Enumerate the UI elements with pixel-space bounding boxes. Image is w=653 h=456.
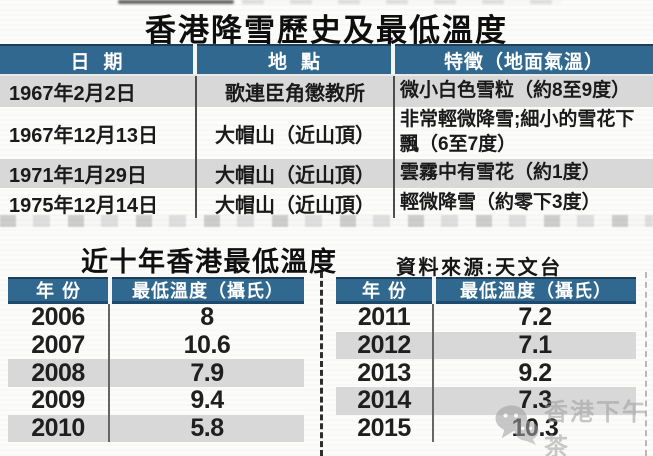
header-feature: 特徵（地面氣溫） xyxy=(395,44,653,74)
table-row: 2008 7.9 xyxy=(8,358,304,388)
table-row: 2013 9.2 xyxy=(336,358,636,388)
cell-date: 1975年12月14日 xyxy=(9,194,158,217)
cell-temp: 5.8 xyxy=(108,414,304,443)
table-row: 2010 5.8 xyxy=(8,414,304,443)
cell-temp: 7.2 xyxy=(432,303,636,332)
table-row: 1971年1月29日 大帽山（近山頂） 雲霧中有雪花（約1度） xyxy=(0,159,653,188)
cell-year: 2012 xyxy=(357,331,411,360)
table-row: 1975年12月14日 大帽山（近山頂） 輕微降雪（約零下3度） xyxy=(0,188,653,218)
cell-feature: 非常輕微降雪;細小的雪花下飄（6至7度） xyxy=(393,107,653,159)
page-title: 香港降雪歷史及最低溫度 xyxy=(145,13,508,48)
cell-year: 2014 xyxy=(357,386,411,415)
cell-temp: 7.1 xyxy=(432,331,636,360)
cell-feature: 微小白色雪粒（約8至9度） xyxy=(393,76,653,107)
table-row: 2011 7.2 xyxy=(336,303,636,332)
cell-feature: 雲霧中有雪花（約1度） xyxy=(393,159,653,188)
cell-year: 2009 xyxy=(31,386,85,415)
dashed-divider-right xyxy=(645,272,647,456)
cell-temp: 8 xyxy=(108,303,304,332)
cell-temp: 7.3 xyxy=(432,386,636,415)
scan-noise-band xyxy=(0,215,653,227)
table-row: 1967年12月13日 大帽山（近山頂） 非常輕微降雪;細小的雪花下飄（6至7度… xyxy=(0,107,653,159)
cell-year: 2008 xyxy=(31,358,85,387)
header-date: 日期 xyxy=(0,44,193,74)
header-divider xyxy=(193,44,197,74)
header-divider xyxy=(108,277,112,304)
min-temp-table-2011-2015: 年份 最低溫度（攝氏） 2011 7.2 2012 7.1 2013 9.2 2… xyxy=(336,277,636,443)
header-min-temp: 最低溫度（攝氏） xyxy=(112,277,304,304)
watermark-text: 香港下午茶 xyxy=(544,399,648,456)
snowfall-history-table: 日期 地點 特徵（地面氣溫） 1967年2月2日 歌連臣角懲教所 微小白色雪粒（… xyxy=(0,44,653,218)
header-divider xyxy=(391,44,395,74)
table-row: 2012 7.1 xyxy=(336,331,636,360)
dashed-divider-center xyxy=(320,272,323,456)
table-row: 1967年2月2日 歌連臣角懲教所 微小白色雪粒（約8至9度） xyxy=(0,76,653,107)
cell-year: 2010 xyxy=(31,414,85,443)
cell-temp: 7.9 xyxy=(108,359,304,388)
cell-place: 大帽山（近山頂） xyxy=(195,188,393,218)
cell-place: 大帽山（近山頂） xyxy=(195,107,393,159)
header-year: 年份 xyxy=(336,277,432,304)
scan-artifact-streaks xyxy=(242,0,562,4)
cell-year: 2006 xyxy=(31,303,85,332)
cell-place: 歌連臣角懲教所 xyxy=(195,76,393,107)
cell-place: 大帽山（近山頂） xyxy=(195,159,393,188)
table-row: 2007 10.6 xyxy=(8,331,304,360)
cell-year: 2015 xyxy=(357,414,411,443)
cell-date: 1967年12月13日 xyxy=(9,124,158,147)
header-year: 年份 xyxy=(8,277,108,304)
section-title: 近十年香港最低溫度 xyxy=(81,247,338,277)
snowfall-table-body: 1967年2月2日 歌連臣角懲教所 微小白色雪粒（約8至9度） 1967年12月… xyxy=(0,74,653,218)
header-divider xyxy=(432,277,436,304)
snowfall-table-header-row: 日期 地點 特徵（地面氣溫） xyxy=(0,44,653,74)
header-min-temp: 最低溫度（攝氏） xyxy=(436,277,636,304)
cell-feature: 輕微降雪（約零下3度） xyxy=(393,188,653,218)
table-row: 2009 9.4 xyxy=(8,386,304,415)
cell-date: 1971年1月29日 xyxy=(9,165,147,187)
cell-temp: 9.2 xyxy=(432,359,636,388)
cell-temp: 10.6 xyxy=(108,331,304,360)
temp-table-header-row: 年份 最低溫度（攝氏） xyxy=(8,277,304,304)
scan-artifact-smudge xyxy=(118,0,234,4)
table-row: 2006 8 xyxy=(8,303,304,332)
cell-year: 2007 xyxy=(31,331,85,360)
watermark: 香港下午茶 xyxy=(494,392,653,456)
table-row: 2014 7.3 xyxy=(336,386,636,415)
cell-date: 1967年2月2日 xyxy=(9,83,136,105)
wechat-icon xyxy=(494,404,540,451)
temp-table-header-row: 年份 最低溫度（攝氏） xyxy=(336,277,636,304)
data-source-label: 資料來源:天文台 xyxy=(396,257,563,279)
cell-temp: 9.4 xyxy=(108,386,304,415)
cell-year: 2011 xyxy=(357,303,411,332)
cell-year: 2013 xyxy=(357,358,411,387)
min-temp-table-2006-2010: 年份 最低溫度（攝氏） 2006 8 2007 10.6 2008 7.9 20… xyxy=(8,277,304,443)
header-place: 地點 xyxy=(197,44,391,74)
